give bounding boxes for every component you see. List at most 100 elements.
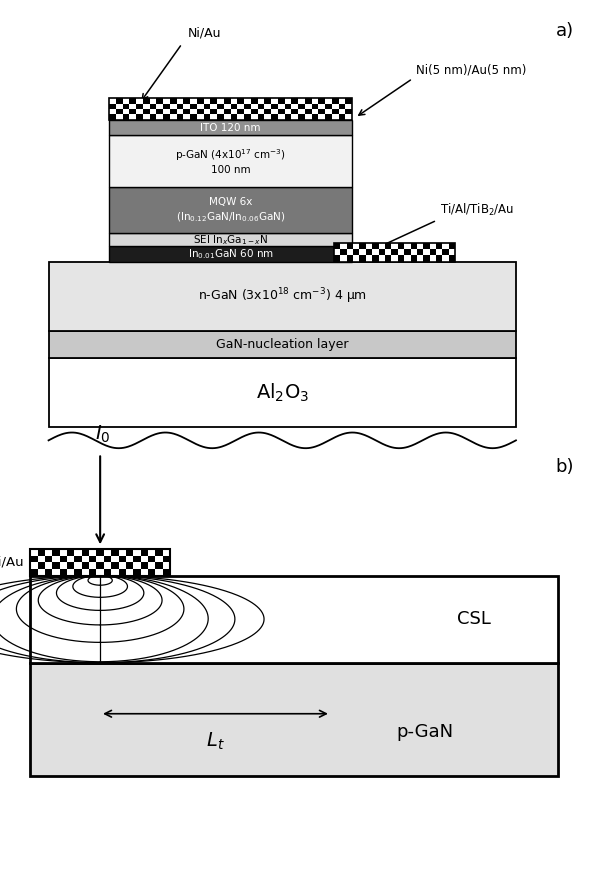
Bar: [341, 255, 347, 262]
Bar: [204, 114, 211, 119]
Bar: [211, 99, 217, 104]
Bar: [118, 569, 126, 576]
Bar: [82, 556, 89, 562]
Bar: [38, 562, 45, 569]
Bar: [353, 249, 359, 255]
Bar: [157, 114, 163, 119]
Bar: [109, 99, 352, 119]
Bar: [237, 109, 244, 114]
Bar: [334, 243, 341, 249]
Bar: [339, 99, 345, 104]
Bar: [398, 249, 404, 255]
Bar: [339, 114, 345, 119]
Bar: [129, 99, 136, 104]
Bar: [116, 114, 123, 119]
Bar: [177, 99, 183, 104]
Bar: [318, 114, 325, 119]
Bar: [190, 109, 197, 114]
Bar: [251, 99, 257, 104]
Bar: [143, 114, 150, 119]
Bar: [116, 99, 123, 104]
Bar: [89, 569, 97, 576]
Bar: [291, 99, 298, 104]
Bar: [372, 255, 379, 262]
Bar: [109, 119, 352, 135]
Bar: [197, 99, 204, 104]
Bar: [359, 243, 366, 249]
Bar: [148, 562, 155, 569]
Bar: [157, 104, 163, 109]
Text: Ni(5 nm)/Au(5 nm): Ni(5 nm)/Au(5 nm): [416, 64, 526, 77]
Bar: [265, 104, 271, 109]
Bar: [170, 104, 177, 109]
Bar: [257, 104, 265, 109]
Bar: [345, 104, 352, 109]
Bar: [291, 104, 298, 109]
Bar: [163, 99, 170, 104]
Bar: [257, 114, 265, 119]
Bar: [443, 255, 449, 262]
Bar: [129, 104, 136, 109]
Text: Al$_2$O$_3$: Al$_2$O$_3$: [256, 381, 309, 404]
Bar: [109, 135, 352, 187]
Text: n-GaN (3x10$^{18}$ cm$^{-3}$) 4 μm: n-GaN (3x10$^{18}$ cm$^{-3}$) 4 μm: [198, 287, 367, 306]
Bar: [224, 99, 231, 104]
Bar: [123, 99, 129, 104]
Bar: [325, 99, 332, 104]
Bar: [244, 114, 251, 119]
Bar: [141, 562, 148, 569]
Bar: [150, 109, 157, 114]
Bar: [285, 114, 291, 119]
Bar: [183, 99, 190, 104]
Bar: [372, 243, 379, 249]
Bar: [379, 255, 385, 262]
Bar: [150, 104, 157, 109]
Bar: [311, 99, 318, 104]
Bar: [423, 243, 430, 249]
Text: Ni/Au: Ni/Au: [0, 556, 24, 569]
Bar: [126, 549, 133, 556]
Bar: [97, 549, 104, 556]
Bar: [353, 255, 359, 262]
Bar: [224, 104, 231, 109]
Bar: [449, 255, 455, 262]
Bar: [204, 99, 211, 104]
Bar: [109, 246, 352, 262]
Bar: [136, 104, 143, 109]
Bar: [311, 104, 318, 109]
Bar: [430, 249, 436, 255]
Bar: [244, 104, 251, 109]
Bar: [423, 255, 430, 262]
Bar: [52, 549, 59, 556]
Bar: [398, 255, 404, 262]
Text: MQW 6x
(In$_{0.12}$GaN/In$_{0.06}$GaN): MQW 6x (In$_{0.12}$GaN/In$_{0.06}$GaN): [176, 197, 285, 223]
Bar: [311, 109, 318, 114]
Bar: [163, 562, 170, 569]
Bar: [271, 99, 278, 104]
Text: Ti/Al/TiB$_2$/Au: Ti/Al/TiB$_2$/Au: [440, 202, 514, 218]
Bar: [443, 243, 449, 249]
Bar: [298, 114, 305, 119]
Bar: [449, 243, 455, 249]
Bar: [183, 104, 190, 109]
Bar: [111, 549, 118, 556]
Bar: [30, 556, 38, 562]
Bar: [67, 556, 75, 562]
Bar: [392, 249, 398, 255]
Bar: [339, 109, 345, 114]
Bar: [109, 233, 352, 246]
Bar: [334, 255, 341, 262]
Bar: [430, 243, 436, 249]
Bar: [163, 109, 170, 114]
Bar: [67, 562, 75, 569]
Bar: [291, 109, 298, 114]
Bar: [278, 104, 285, 109]
Bar: [305, 109, 311, 114]
Bar: [97, 569, 104, 576]
Bar: [449, 249, 455, 255]
Bar: [126, 556, 133, 562]
Text: CSL: CSL: [456, 610, 490, 628]
Bar: [163, 104, 170, 109]
Bar: [59, 562, 67, 569]
Bar: [141, 549, 148, 556]
